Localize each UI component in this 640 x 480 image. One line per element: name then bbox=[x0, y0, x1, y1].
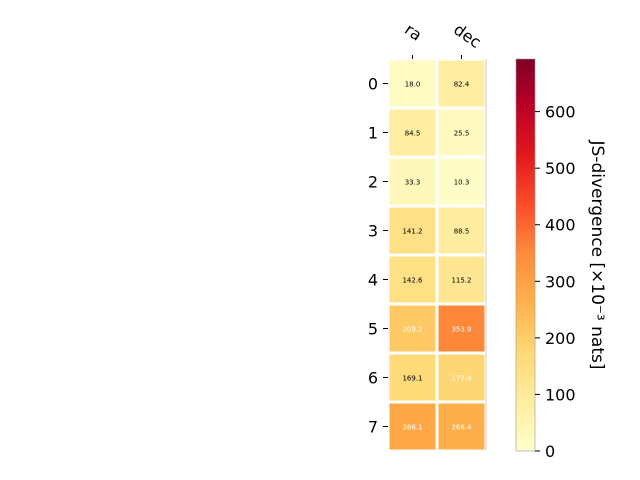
column-label-ra: ra bbox=[401, 20, 425, 45]
cell-label-3-0: 141.2 bbox=[402, 228, 422, 236]
colorbar-label: JS-divergence [×10⁻³ nats] bbox=[587, 140, 607, 370]
cell-label-4-1: 115.2 bbox=[451, 277, 471, 285]
colorbar-tick-label-100: 100 bbox=[545, 385, 576, 404]
row-label-4: 4 bbox=[368, 271, 378, 290]
cell-label-2-0: 33.3 bbox=[405, 179, 421, 187]
row-label-0: 0 bbox=[368, 75, 378, 94]
row-label-2: 2 bbox=[368, 173, 378, 192]
column-label-dec: dec bbox=[450, 20, 484, 52]
heatmap-cell-7-1 bbox=[435, 400, 488, 453]
row-label-3: 3 bbox=[368, 222, 378, 241]
cell-label-2-1: 10.3 bbox=[454, 179, 470, 187]
cell-label-6-0: 169.1 bbox=[402, 375, 422, 383]
cell-label-6-1: 177.4 bbox=[451, 375, 472, 383]
row-label-1: 1 bbox=[368, 124, 378, 143]
colorbar-tick-label-300: 300 bbox=[545, 272, 576, 291]
cell-label-5-1: 353.9 bbox=[451, 326, 471, 334]
column-labels: ra dec bbox=[401, 20, 485, 59]
cell-label-3-1: 88.5 bbox=[454, 228, 470, 236]
colorbar: 0 100 200 300 400 500 600 JS-divergence [×10⁻³… bbox=[515, 58, 607, 461]
colorbar-tick-label-400: 400 bbox=[545, 216, 576, 235]
row-label-5: 5 bbox=[368, 320, 378, 339]
row-label-7: 7 bbox=[368, 418, 378, 437]
cell-label-7-1: 268.4 bbox=[451, 424, 472, 432]
colorbar-tick-label-500: 500 bbox=[545, 159, 576, 178]
colorbar-tick-label-200: 200 bbox=[545, 329, 576, 348]
heatmap-cell-3-1 bbox=[435, 204, 488, 257]
cell-label-7-0: 286.1 bbox=[402, 424, 422, 432]
colorbar-ticks: 0 100 200 300 400 500 600 bbox=[535, 103, 576, 461]
cell-label-0-0: 18.0 bbox=[405, 81, 421, 89]
colorbar-gradient bbox=[515, 58, 536, 452]
heatmap-cell-4-1 bbox=[435, 253, 488, 306]
cell-label-4-0: 142.6 bbox=[402, 277, 423, 285]
row-labels: 0 1 2 3 4 5 6 7 bbox=[368, 75, 388, 437]
cell-label-1-0: 84.5 bbox=[405, 130, 421, 138]
colorbar-tick-label-600: 600 bbox=[545, 103, 576, 122]
heatmap-cells: 18.0 82.4 84.5 25.5 33.3 10.3 141.2 88.5 142.6 11… bbox=[386, 57, 488, 453]
cell-label-0-1: 82.4 bbox=[454, 81, 470, 89]
colorbar-tick-label-0: 0 bbox=[545, 442, 555, 461]
cell-label-1-1: 25.5 bbox=[454, 130, 470, 138]
row-label-6: 6 bbox=[368, 369, 378, 388]
cell-label-5-0: 209.2 bbox=[402, 326, 422, 334]
